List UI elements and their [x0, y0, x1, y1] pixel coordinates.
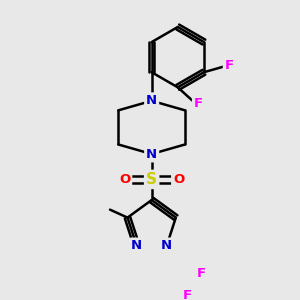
- Text: O: O: [119, 173, 130, 186]
- Text: S: S: [146, 172, 157, 187]
- Text: N: N: [146, 94, 157, 107]
- Text: F: F: [183, 289, 192, 300]
- Text: N: N: [161, 239, 172, 253]
- Text: O: O: [173, 173, 184, 186]
- Text: F: F: [197, 267, 206, 280]
- Text: N: N: [131, 239, 142, 253]
- Text: N: N: [146, 148, 157, 160]
- Text: F: F: [194, 97, 203, 110]
- Text: F: F: [225, 59, 234, 72]
